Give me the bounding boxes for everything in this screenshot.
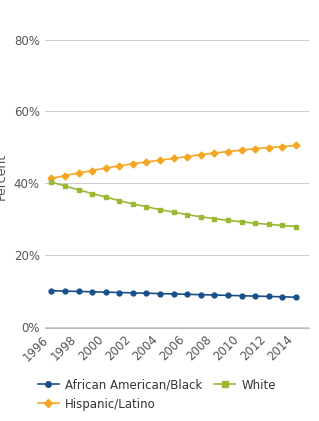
Hispanic/Latino — [77, 171, 80, 176]
Line: White: White — [49, 180, 298, 229]
African American/Black — [104, 290, 108, 295]
Hispanic/Latino — [104, 165, 108, 171]
White — [185, 212, 189, 217]
Hispanic/Latino — [117, 163, 121, 168]
Y-axis label: Percent: Percent — [0, 153, 8, 200]
African American/Black — [131, 290, 135, 296]
African American/Black — [280, 294, 284, 299]
White — [158, 207, 162, 212]
Hispanic/Latino — [63, 173, 67, 178]
African American/Black — [226, 293, 230, 298]
Hispanic/Latino — [131, 161, 135, 166]
White — [63, 184, 67, 189]
Hispanic/Latino — [226, 149, 230, 154]
Hispanic/Latino — [212, 150, 216, 155]
White — [199, 214, 203, 219]
White — [294, 224, 298, 229]
Hispanic/Latino — [158, 157, 162, 163]
Hispanic/Latino — [90, 168, 94, 173]
White — [267, 222, 271, 227]
Hispanic/Latino — [267, 145, 271, 150]
Hispanic/Latino — [240, 148, 243, 153]
African American/Black — [267, 294, 271, 299]
White — [172, 210, 175, 215]
White — [145, 204, 148, 209]
White — [117, 198, 121, 203]
African American/Black — [90, 289, 94, 294]
Line: Hispanic/Latino: Hispanic/Latino — [49, 143, 298, 181]
African American/Black — [185, 292, 189, 297]
Hispanic/Latino — [280, 144, 284, 149]
African American/Black — [212, 293, 216, 298]
White — [131, 201, 135, 206]
African American/Black — [49, 288, 53, 293]
African American/Black — [240, 293, 243, 298]
White — [212, 216, 216, 221]
African American/Black — [294, 295, 298, 300]
African American/Black — [117, 290, 121, 295]
African American/Black — [172, 291, 175, 296]
African American/Black — [199, 292, 203, 297]
White — [104, 195, 108, 200]
White — [226, 218, 230, 223]
White — [240, 219, 243, 224]
Hispanic/Latino — [294, 143, 298, 148]
White — [253, 221, 257, 226]
White — [90, 191, 94, 196]
African American/Black — [253, 293, 257, 298]
Hispanic/Latino — [185, 154, 189, 159]
African American/Black — [145, 290, 148, 296]
Line: African American/Black: African American/Black — [49, 288, 298, 300]
White — [77, 187, 80, 192]
African American/Black — [63, 288, 67, 293]
Hispanic/Latino — [199, 152, 203, 157]
White — [49, 179, 53, 184]
African American/Black — [77, 289, 80, 294]
Hispanic/Latino — [172, 156, 175, 161]
Hispanic/Latino — [49, 176, 53, 181]
Hispanic/Latino — [253, 146, 257, 151]
Legend: African American/Black, Hispanic/Latino, White: African American/Black, Hispanic/Latino,… — [38, 379, 276, 411]
Hispanic/Latino — [145, 160, 148, 165]
African American/Black — [158, 291, 162, 296]
White — [280, 223, 284, 228]
